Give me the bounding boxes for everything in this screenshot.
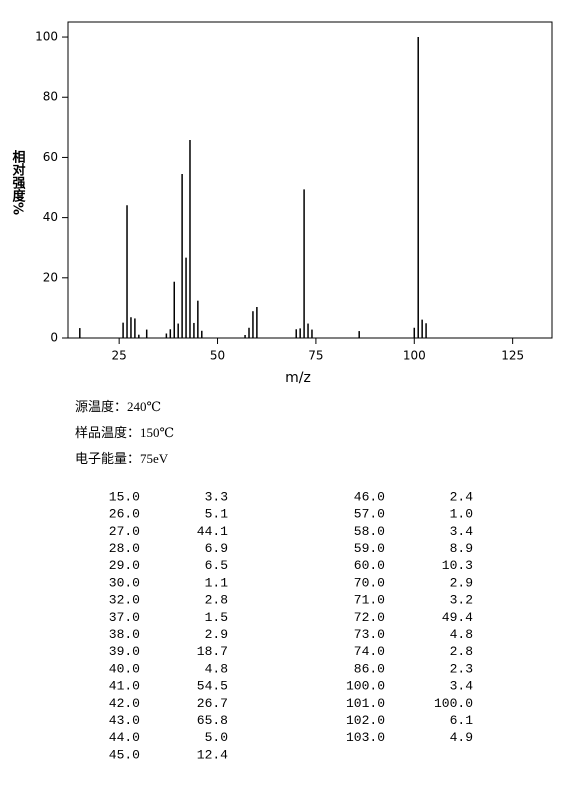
- table-cell: 102.0: [346, 713, 385, 728]
- condition: 电子能量：75eV: [75, 451, 169, 466]
- table-cell: 6.1: [450, 713, 474, 728]
- table-cell: 44.1: [197, 524, 228, 539]
- table-cell: 4.8: [450, 627, 473, 642]
- table-cell: 28.0: [109, 541, 140, 556]
- table-cell: 3.4: [450, 679, 474, 694]
- table-cell: 100.0: [346, 679, 385, 694]
- table-cell: 45.0: [109, 747, 140, 762]
- table-cell: 74.0: [354, 644, 385, 659]
- table-cell: 1.0: [450, 507, 473, 522]
- table-cell: 27.0: [109, 524, 140, 539]
- y-tick-label: 0: [50, 331, 58, 345]
- table-cell: 5.0: [205, 730, 228, 745]
- table-cell: 3.3: [205, 489, 228, 504]
- table-cell: 44.0: [109, 730, 140, 745]
- condition: 源温度：240℃: [75, 399, 161, 414]
- x-tick-label: 75: [308, 349, 323, 363]
- condition: 样品温度：150℃: [75, 425, 174, 440]
- table-cell: 37.0: [109, 610, 140, 625]
- y-tick-label: 100: [35, 30, 58, 44]
- table-cell: 101.0: [346, 696, 385, 711]
- table-cell: 86.0: [354, 661, 385, 676]
- y-tick-label: 20: [43, 270, 58, 284]
- table-cell: 15.0: [109, 489, 140, 504]
- table-cell: 59.0: [354, 541, 385, 556]
- table-cell: 40.0: [109, 661, 140, 676]
- y-tick-label: 60: [43, 150, 58, 164]
- table-cell: 3.2: [450, 593, 473, 608]
- table-cell: 26.7: [197, 696, 228, 711]
- table-cell: 2.8: [450, 644, 473, 659]
- table-cell: 57.0: [354, 507, 385, 522]
- table-cell: 54.5: [197, 679, 228, 694]
- table-cell: 73.0: [354, 627, 385, 642]
- table-cell: 6.9: [205, 541, 228, 556]
- x-tick-label: 100: [403, 349, 426, 363]
- table-cell: 32.0: [109, 593, 140, 608]
- table-cell: 49.4: [442, 610, 473, 625]
- y-tick-label: 80: [43, 90, 58, 104]
- table-cell: 72.0: [354, 610, 385, 625]
- table-cell: 65.8: [197, 713, 228, 728]
- table-cell: 39.0: [109, 644, 140, 659]
- plot-frame: [67, 21, 553, 339]
- table-cell: 2.8: [205, 593, 228, 608]
- table-cell: 3.4: [450, 524, 474, 539]
- table-cell: 12.4: [197, 747, 228, 762]
- table-cell: 58.0: [354, 524, 385, 539]
- x-tick-label: 125: [501, 349, 524, 363]
- table-cell: 10.3: [442, 558, 473, 573]
- table-cell: 100.0: [434, 696, 473, 711]
- table-cell: 2.4: [450, 489, 474, 504]
- table-cell: 26.0: [109, 507, 140, 522]
- y-tick-label: 40: [43, 210, 58, 224]
- table-cell: 71.0: [354, 593, 385, 608]
- table-cell: 42.0: [109, 696, 140, 711]
- table-cell: 30.0: [109, 575, 140, 590]
- table-cell: 103.0: [346, 730, 385, 745]
- table-cell: 8.9: [450, 541, 473, 556]
- table-cell: 18.7: [197, 644, 228, 659]
- x-axis-label: m/z: [285, 370, 311, 386]
- table-cell: 1.1: [205, 575, 229, 590]
- table-cell: 5.1: [205, 507, 229, 522]
- table-cell: 1.5: [205, 610, 228, 625]
- table-cell: 41.0: [109, 679, 140, 694]
- x-tick-label: 50: [210, 349, 225, 363]
- table-cell: 38.0: [109, 627, 140, 642]
- table-cell: 6.5: [205, 558, 228, 573]
- table-cell: 70.0: [354, 575, 385, 590]
- table-cell: 2.9: [205, 627, 228, 642]
- table-cell: 46.0: [354, 489, 385, 504]
- table-cell: 4.8: [205, 661, 228, 676]
- x-tick-label: 25: [112, 349, 127, 363]
- y-axis-label: 相对强度%: [10, 149, 26, 215]
- table-cell: 2.9: [450, 575, 473, 590]
- table-cell: 29.0: [109, 558, 140, 573]
- table-cell: 43.0: [109, 713, 140, 728]
- table-cell: 4.9: [450, 730, 473, 745]
- table-cell: 2.3: [450, 661, 473, 676]
- table-cell: 60.0: [354, 558, 385, 573]
